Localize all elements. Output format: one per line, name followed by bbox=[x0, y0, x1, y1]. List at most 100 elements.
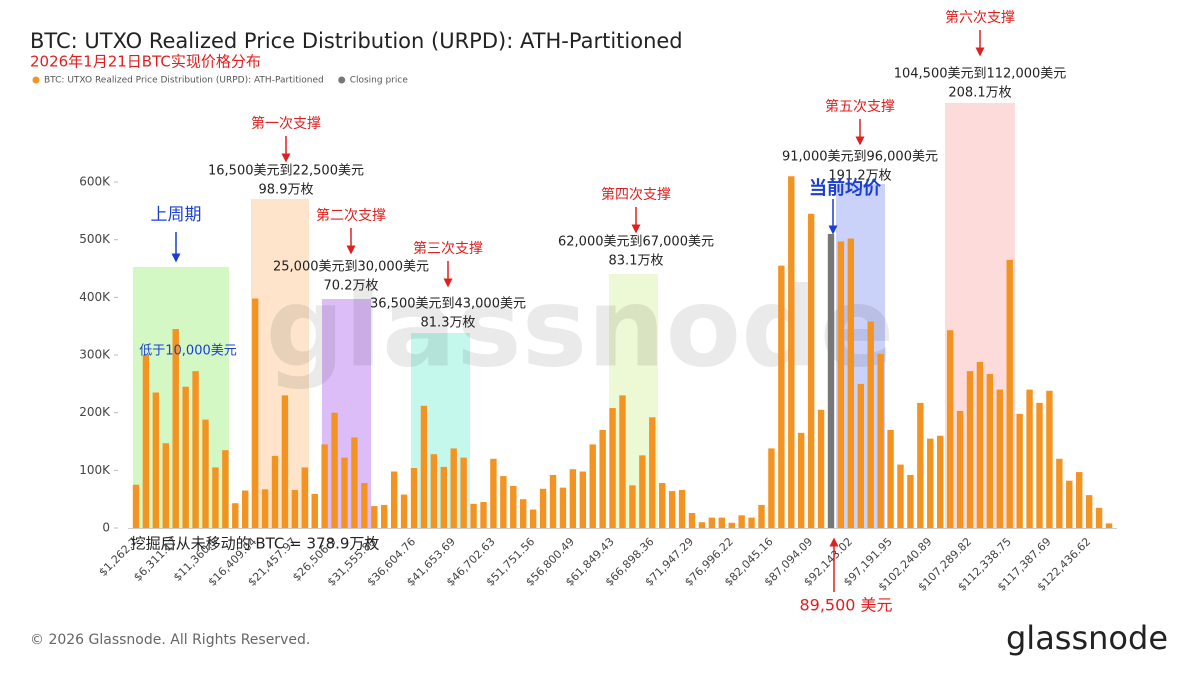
bar bbox=[708, 517, 716, 528]
bar bbox=[847, 238, 855, 528]
bar bbox=[232, 503, 239, 528]
bar bbox=[500, 476, 507, 528]
support-amount: 81.3万枚 bbox=[421, 316, 476, 331]
bar bbox=[559, 487, 567, 528]
bar bbox=[390, 471, 398, 528]
support-range: 62,000美元到67,000美元 bbox=[558, 235, 714, 250]
bar bbox=[1095, 507, 1103, 528]
bar bbox=[202, 419, 209, 528]
bar bbox=[907, 474, 914, 528]
support-range: 91,000美元到96,000美元 bbox=[782, 150, 938, 165]
bar bbox=[480, 502, 487, 528]
bar bbox=[162, 443, 169, 528]
bar bbox=[827, 233, 835, 528]
bar bbox=[946, 330, 954, 528]
bar bbox=[271, 455, 279, 528]
bar bbox=[341, 457, 348, 528]
bar bbox=[490, 458, 497, 528]
bar bbox=[867, 321, 874, 528]
bar bbox=[361, 483, 368, 528]
bar bbox=[321, 444, 328, 528]
bar bbox=[192, 371, 199, 528]
bar bbox=[152, 392, 160, 528]
logo: glassnode bbox=[1006, 619, 1168, 657]
bar bbox=[798, 432, 805, 528]
bar bbox=[510, 485, 517, 528]
bar bbox=[311, 493, 318, 528]
bar bbox=[619, 395, 626, 528]
bar bbox=[301, 467, 308, 528]
cycle-note: 低于10,000美元 bbox=[139, 344, 237, 359]
bar bbox=[440, 466, 447, 528]
bar bbox=[778, 265, 785, 528]
bar bbox=[1036, 402, 1043, 528]
bar bbox=[281, 395, 289, 528]
support-label: 第三次支撑 bbox=[413, 240, 483, 257]
support-label: 第六次支撑 bbox=[945, 9, 1015, 26]
subtitle: 2026年1月21日BTC实现价格分布 bbox=[30, 53, 261, 71]
bar bbox=[331, 412, 338, 528]
support-label: 第四次支撑 bbox=[601, 186, 671, 203]
bar bbox=[579, 471, 586, 528]
support-label: 第二次支撑 bbox=[316, 207, 386, 224]
bar bbox=[887, 429, 894, 528]
bar bbox=[251, 298, 259, 528]
support-range: 16,500美元到22,500美元 bbox=[208, 164, 364, 179]
bar bbox=[956, 410, 964, 528]
bar bbox=[976, 361, 984, 528]
bar bbox=[371, 506, 378, 528]
bar bbox=[966, 371, 974, 528]
bar bbox=[261, 489, 269, 528]
bar bbox=[212, 467, 219, 528]
support-label: 第一次支撑 bbox=[251, 115, 321, 132]
bar bbox=[400, 494, 408, 528]
legend-marker bbox=[32, 76, 40, 84]
bar bbox=[450, 448, 457, 528]
bar bbox=[520, 499, 527, 528]
legend-label: BTC: UTXO Realized Price Distribution (U… bbox=[44, 76, 324, 86]
support-label: 第五次支撑 bbox=[825, 98, 895, 115]
bar bbox=[381, 504, 388, 528]
y-tick-label: 400K bbox=[79, 290, 111, 304]
bar bbox=[718, 517, 725, 528]
bar bbox=[807, 213, 815, 528]
bar bbox=[728, 522, 735, 528]
bar bbox=[1076, 472, 1083, 528]
bar bbox=[927, 438, 934, 528]
y-tick-label: 100K bbox=[79, 463, 111, 477]
bar bbox=[738, 515, 745, 528]
bar bbox=[659, 483, 666, 528]
bar bbox=[242, 490, 249, 528]
current-price: 89,500 美元 bbox=[799, 596, 892, 615]
bar bbox=[857, 383, 864, 528]
bar bbox=[668, 491, 676, 528]
bar bbox=[410, 468, 418, 528]
support-range: 36,500美元到43,000美元 bbox=[370, 297, 526, 312]
bar bbox=[420, 405, 428, 528]
legend-marker bbox=[338, 76, 346, 84]
bar bbox=[768, 448, 775, 528]
cycle-label: 上周期 bbox=[151, 205, 202, 225]
support-region bbox=[251, 199, 309, 528]
support-amount: 98.9万枚 bbox=[259, 183, 314, 198]
y-tick-label: 300K bbox=[79, 348, 111, 362]
support-amount: 83.1万枚 bbox=[609, 254, 664, 269]
bar bbox=[460, 457, 467, 528]
bar bbox=[470, 503, 477, 528]
current-label: 当前均价 bbox=[809, 177, 882, 199]
bar bbox=[430, 454, 438, 528]
bar bbox=[837, 241, 845, 528]
bar bbox=[142, 355, 150, 528]
bar bbox=[996, 389, 1003, 528]
y-tick-label: 500K bbox=[79, 232, 111, 246]
bar bbox=[1085, 495, 1093, 528]
support-amount: 70.2万枚 bbox=[324, 279, 379, 294]
y-tick-label: 600K bbox=[79, 175, 111, 189]
bar bbox=[649, 417, 656, 528]
bar bbox=[1105, 523, 1113, 528]
bar bbox=[599, 429, 606, 528]
chart-title: BTC: UTXO Realized Price Distribution (U… bbox=[30, 29, 683, 53]
support-amount: 208.1万枚 bbox=[948, 86, 1011, 101]
bar bbox=[569, 469, 577, 528]
